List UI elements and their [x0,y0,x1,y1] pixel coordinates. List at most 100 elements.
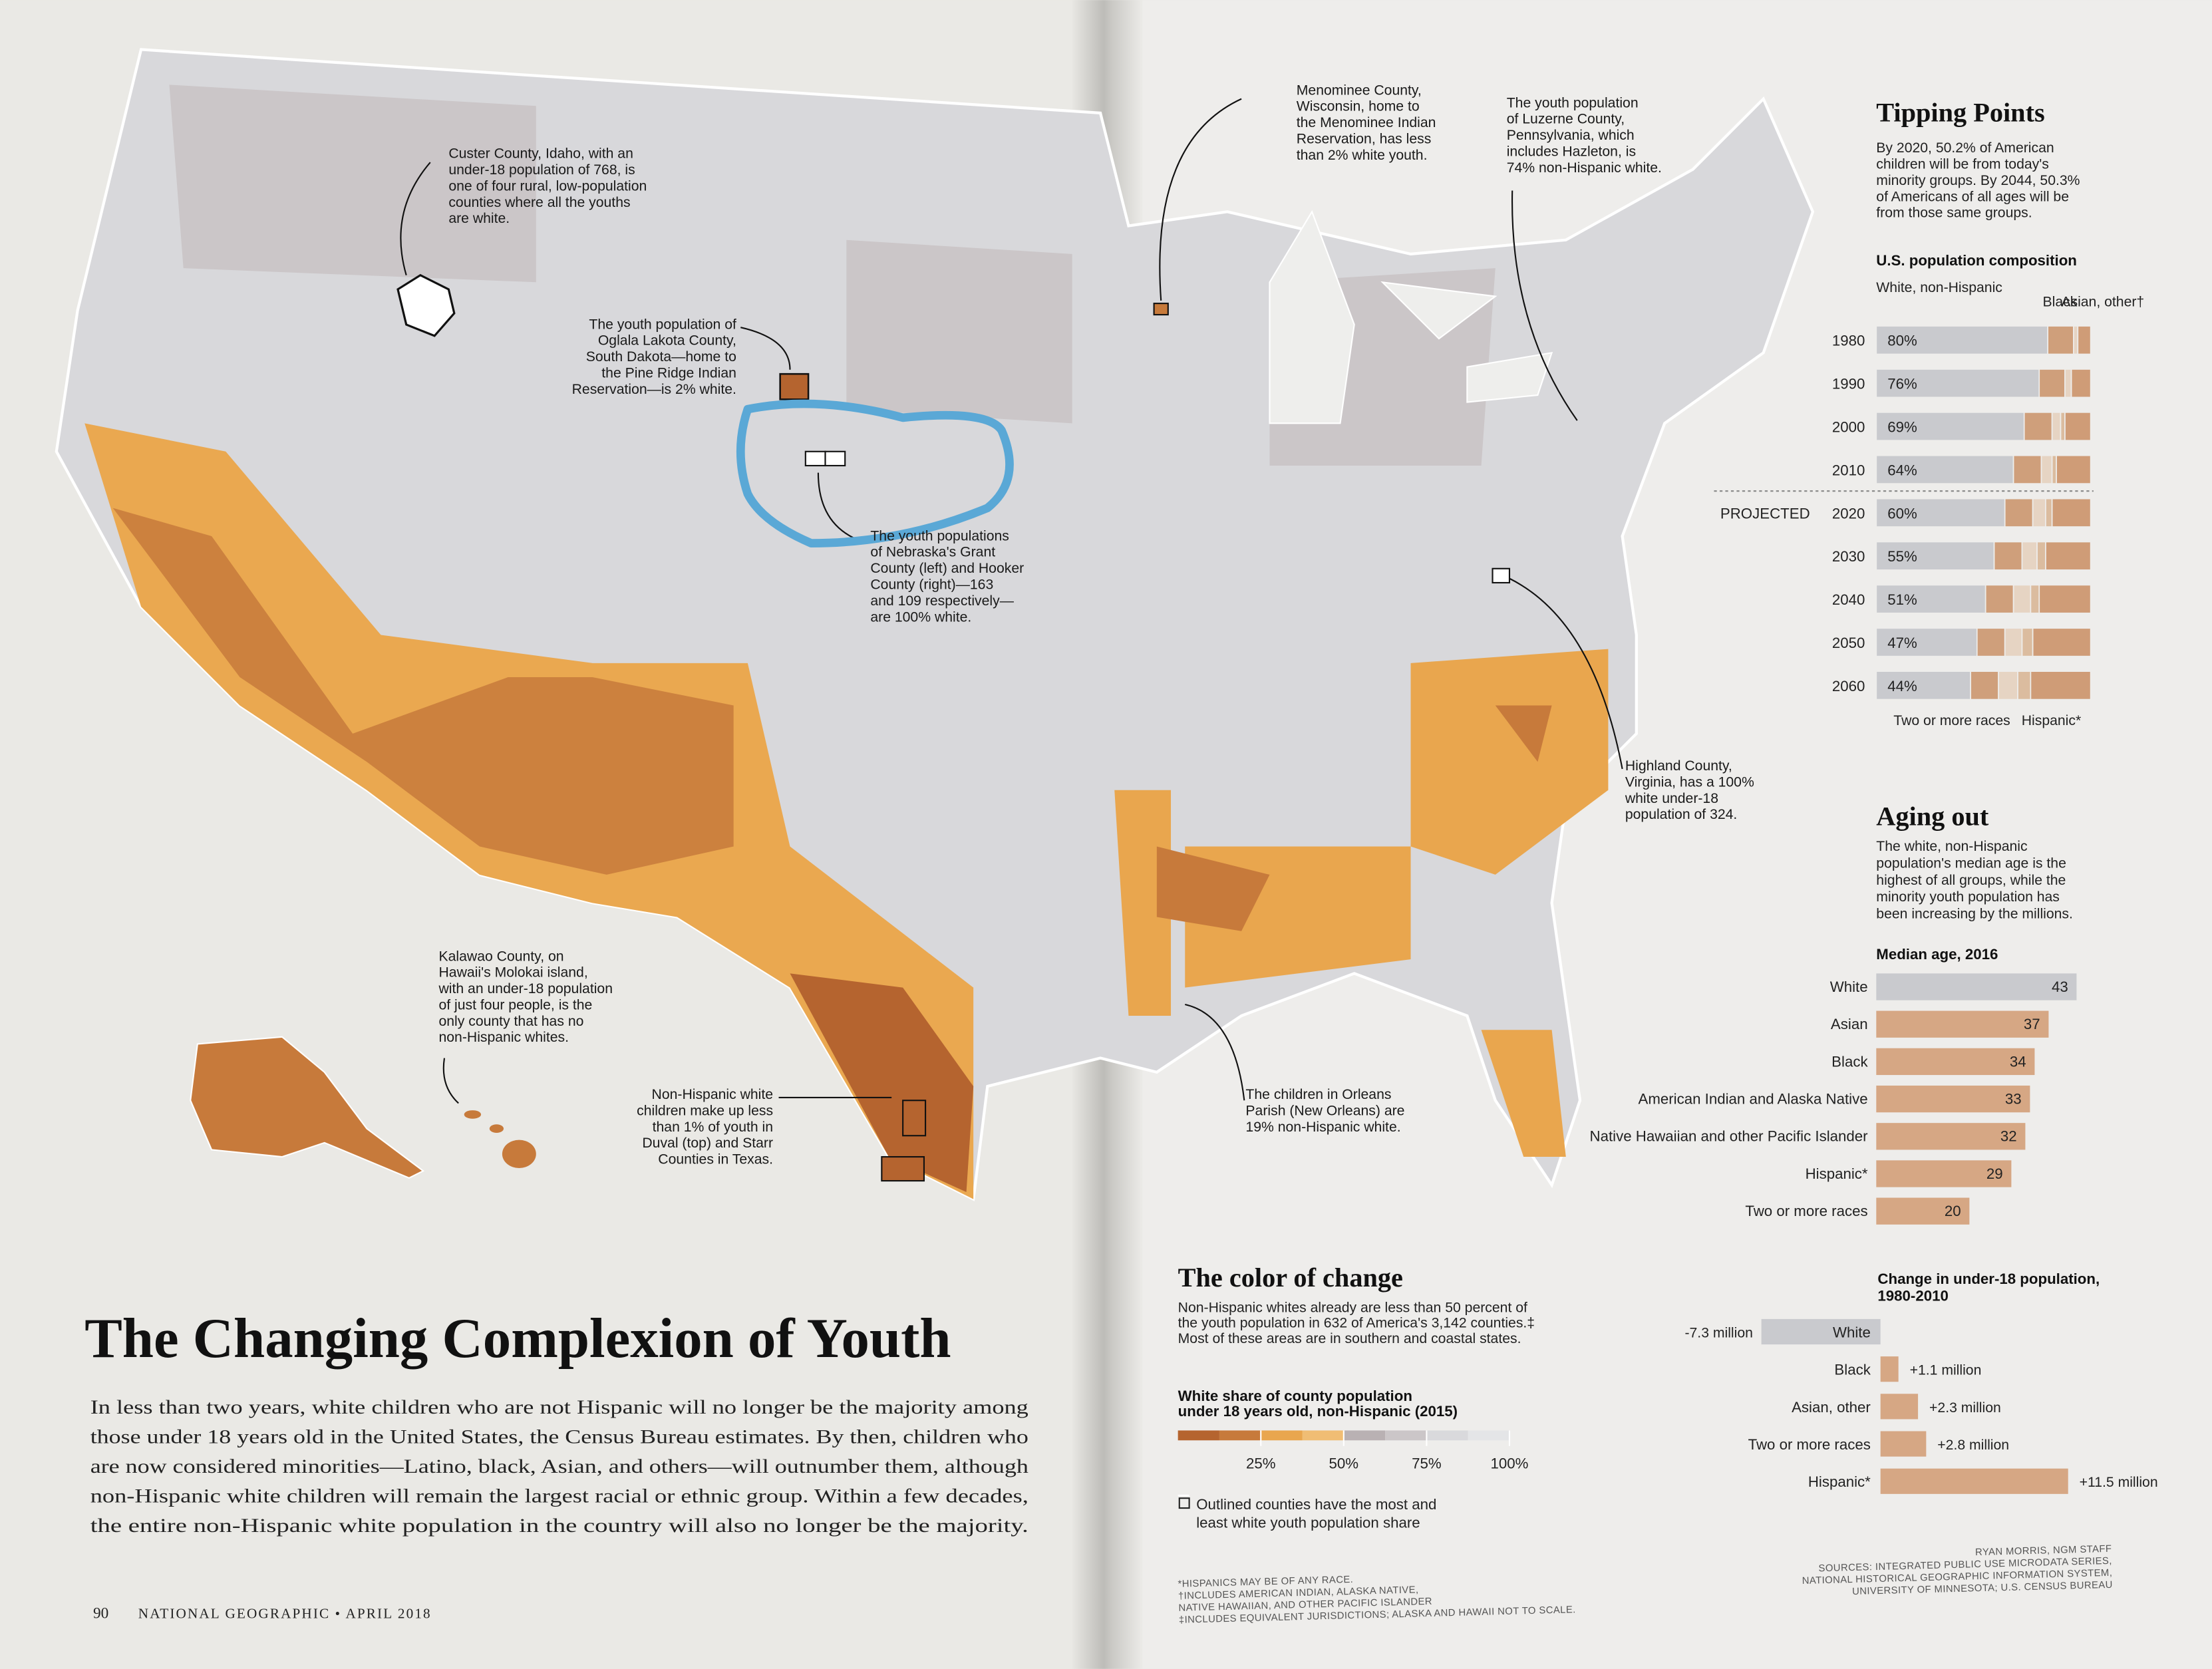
composition-segment [2051,454,2057,484]
white-share-label: 64% [1887,462,1917,478]
oglala-outline [779,373,810,400]
age-bar [1876,1085,2030,1113]
composition-segment [1875,498,2006,528]
year-label: 1990 [1832,376,1865,392]
white-share-label: 69% [1887,419,1917,436]
map-annotation: includes Hazleton, is [1507,144,1636,160]
legend-swatch [1261,1430,1303,1441]
composition-segment [2045,498,2053,528]
change-value: +1.1 million [1910,1363,1982,1378]
age-category: Two or more races [1745,1203,1867,1219]
change-value: +11.5 million [2080,1475,2158,1490]
section-text: the youth population in 632 of America's… [1178,1316,1535,1331]
change-value: +2.3 million [1929,1400,2001,1416]
composition-segment [2070,369,2092,398]
map-annotation: Pennsylvania, which [1507,128,1635,143]
age-bar [1876,1123,2026,1150]
composition-segment [1875,454,2014,484]
white-share-label: 51% [1887,591,1917,608]
year-label: 2050 [1832,635,1865,651]
section-text: Most of these areas are in southern and … [1178,1331,1521,1346]
composition-segment [2021,541,2038,571]
headline: The Changing Complexion of Youth [84,1307,951,1370]
map-annotation: The youth population [1507,95,1639,110]
map-annotation: South Dakota—home to [586,349,736,365]
map-annotation: and 109 respectively— [870,593,1014,609]
map-annotation: are 100% white. [870,609,971,625]
change-category: Asian, other [1792,1399,1871,1416]
section-title: Tipping Points [1876,98,2044,128]
map-annotation: population of 324. [1625,807,1737,822]
composition-segment [2056,454,2092,484]
chart-title: Change in under-18 population, [1877,1271,2100,1287]
white-share-label: 55% [1887,548,1917,565]
composition-segment [1875,369,2040,398]
legend-tick-label: 25% [1246,1455,1276,1472]
map-annotation: than 1% of youth in [653,1120,773,1135]
legend-swatch [1426,1430,1468,1441]
map-annotation: white under-18 [1625,791,1718,806]
change-value: -7.3 million [1684,1325,1752,1340]
age-value: 32 [2000,1128,2017,1145]
legend-label: Asian, other† [2061,294,2144,309]
map-annotation: The youth populations [870,528,1009,543]
projected-label: PROJECTED [1720,505,1810,522]
hawaii [502,1139,536,1169]
composition-segment [1984,584,2014,614]
section-text: been increasing by the millions. [1876,907,2073,922]
map-annotation: one of four rural, low-population [448,178,647,194]
folio-page: 90 [93,1604,108,1622]
map-annotation: the Menominee Indian [1297,115,1436,130]
composition-segment [1970,671,1999,700]
composition-segment [2030,671,2092,700]
legend-swatch [1178,1430,1219,1441]
year-label: 2000 [1832,419,1865,436]
chart-title: 1980-2010 [1877,1287,1948,1304]
age-bar [1876,1048,2035,1076]
year-label: 2040 [1832,591,1865,608]
map-annotation: Custer County, Idaho, with an [448,146,633,162]
intro-line: the entire non-Hispanic white population… [90,1515,1028,1537]
composition-segment [2012,454,2042,484]
age-category: Black [1831,1053,1868,1070]
chart-title: U.S. population composition [1876,252,2077,269]
map-annotation: Reservation, has less [1297,131,1432,146]
outline-note: least white youth population share [1196,1515,1420,1531]
menominee-outline [1153,303,1169,316]
change-value: +2.8 million [1937,1438,2009,1453]
composition-segment [2045,541,2092,571]
composition-segment [2064,411,2092,442]
composition-segment [2047,325,2074,355]
composition-segment [1998,671,2018,700]
composition-segment [1875,411,2025,442]
legend-tick-label: 100% [1491,1455,1529,1472]
legend-label: Black [2043,294,2078,309]
age-value: 20 [1945,1203,1961,1219]
intro-line: In less than two years, white children w… [90,1397,1028,1418]
map-annotation: the Pine Ridge Indian [601,365,736,380]
change-bar [1880,1431,1927,1457]
composition-segment [2038,369,2066,398]
legend-label: White, non-Hispanic [1876,280,2002,295]
legend-swatch [1468,1430,1509,1441]
legend-label: Hispanic* [2022,713,2081,728]
age-category: Asian [1831,1016,1868,1032]
footnote: *HISPANICS MAY BE OF ANY RACE. [1178,1575,1353,1590]
alaska [190,1036,425,1179]
white-share-label: 76% [1887,376,1917,392]
composition-segment [2012,584,2032,614]
hawaii [489,1124,504,1133]
starr-outline [881,1155,925,1182]
map-annotation: children make up less [637,1103,773,1118]
composition-segment [2036,541,2046,571]
map [55,48,1815,1201]
map-annotation: Menominee County, [1297,82,1422,98]
highland-outline [1492,567,1511,584]
composition-segment [1993,541,2023,571]
age-value: 29 [1986,1165,2003,1182]
legend-tick-label: 75% [1412,1455,1442,1472]
great-lakes [1269,210,1553,424]
age-category: Native Hawaiian and other Pacific Island… [1590,1128,1869,1145]
